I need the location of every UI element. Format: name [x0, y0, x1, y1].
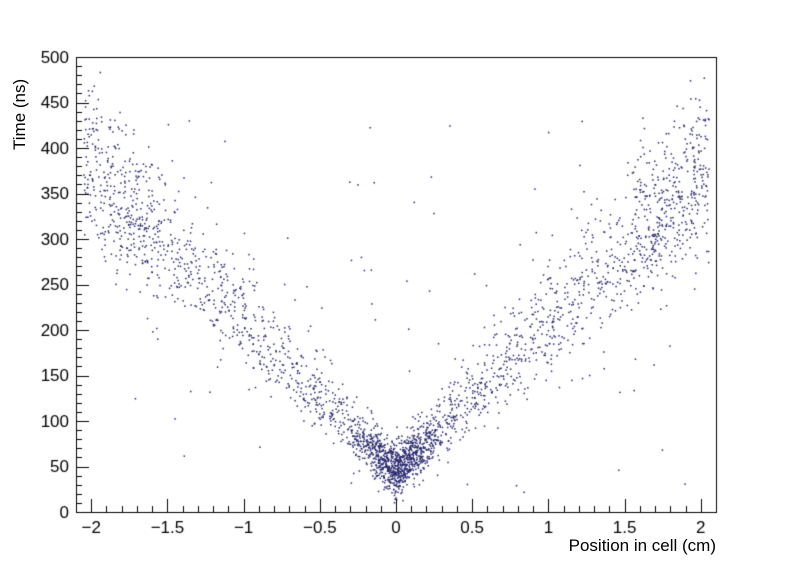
y-axis-title: Time (ns) [10, 78, 29, 150]
x-axis-title: Position in cell (cm) [568, 536, 716, 555]
